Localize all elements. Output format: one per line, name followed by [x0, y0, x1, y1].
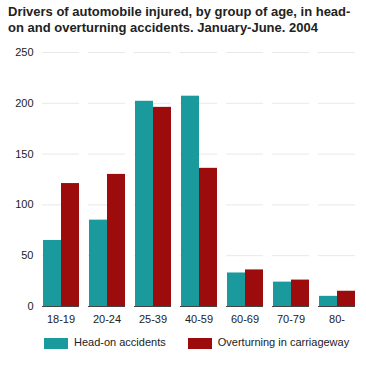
- svg-text:25-39: 25-39: [139, 313, 167, 325]
- svg-text:200: 200: [15, 97, 33, 109]
- html-text:Drivers of automobile injured,: Drivers of automobile injured, by group …: [8, 4, 351, 35]
- svg-text:80-: 80-: [329, 313, 345, 325]
- svg-text:50: 50: [21, 249, 33, 261]
- svg-text:100: 100: [15, 198, 33, 210]
- svg-text:250: 250: [15, 46, 33, 58]
- svg-text:20-24: 20-24: [93, 313, 121, 325]
- svg-text:40-59: 40-59: [185, 313, 213, 325]
- svg-text:0: 0: [27, 300, 33, 312]
- html-text:Overturning in carriageway: Overturning in carriageway: [217, 336, 350, 348]
- svg-text:150: 150: [15, 148, 33, 160]
- svg-text:18-19: 18-19: [47, 313, 75, 325]
- html-text:Head-on accidents: Head-on accidents: [74, 336, 166, 348]
- svg-text:60-69: 60-69: [231, 313, 259, 325]
- svg-text:70-79: 70-79: [277, 313, 305, 325]
